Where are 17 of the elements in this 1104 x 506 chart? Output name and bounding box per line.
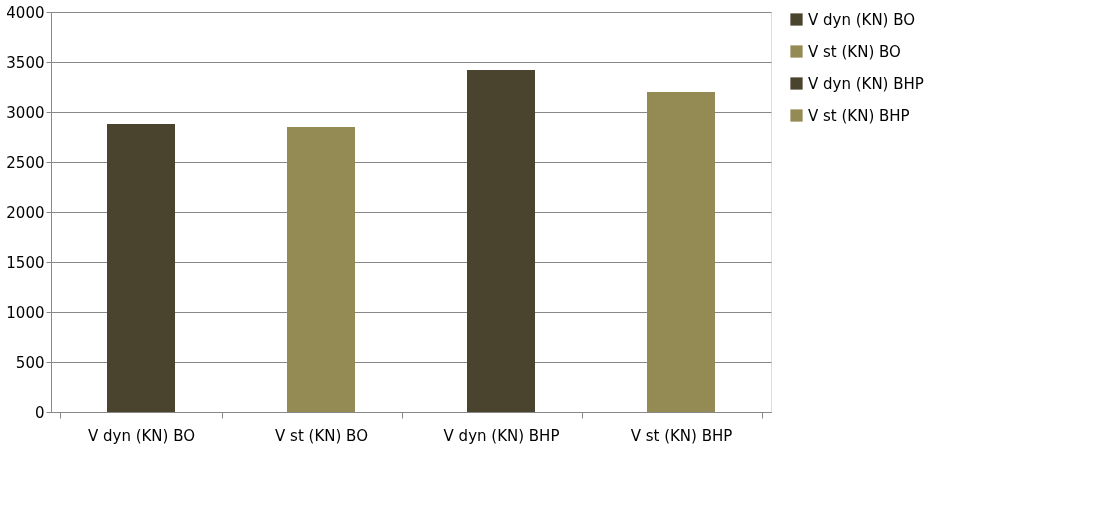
y-tick-label: 3500 (6, 53, 45, 72)
y-tick-label: 4000 (6, 3, 45, 22)
x-tick-label: V dyn (KN) BHP (443, 426, 560, 445)
x-tick-label: V st (KN) BO (275, 426, 368, 445)
y-tick-label: 2500 (6, 153, 45, 172)
y-tick-label: 0 (34, 403, 45, 422)
legend-label: V dyn (KN) BO (808, 10, 916, 29)
x-tick-label: V st (KN) BHP (630, 426, 733, 445)
y-tick-label: 3000 (6, 103, 45, 122)
x-tick-label: V dyn (KN) BO (87, 426, 196, 445)
legend-label: V st (KN) BO (808, 42, 901, 61)
y-tick-label: 1000 (6, 303, 45, 322)
legend-label: V dyn (KN) BHP (808, 74, 924, 93)
y-tick-label: 500 (15, 353, 45, 372)
y-tick-label: 2000 (6, 203, 45, 222)
legend-label: V st (KN) BHP (808, 106, 910, 125)
y-tick-label: 1500 (6, 253, 45, 272)
